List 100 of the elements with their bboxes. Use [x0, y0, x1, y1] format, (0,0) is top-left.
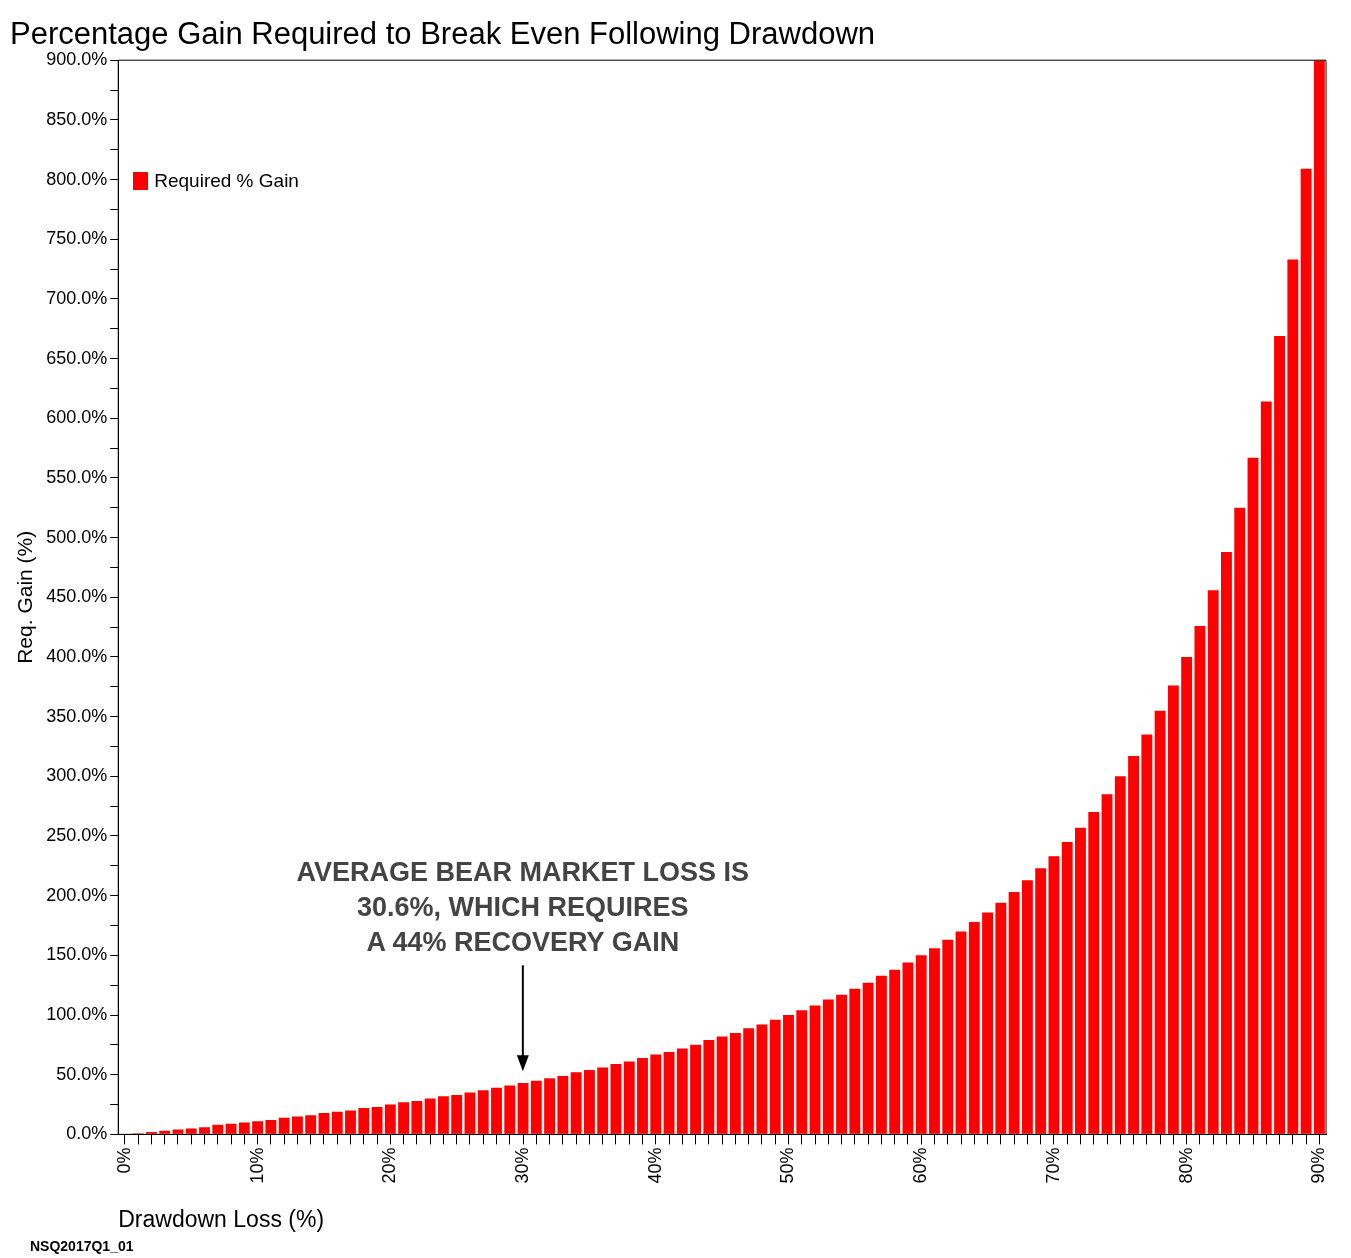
bar [212, 1124, 224, 1134]
bar [278, 1117, 290, 1134]
bar [398, 1102, 410, 1134]
bar [1313, 60, 1325, 1134]
bar [530, 1080, 542, 1134]
bar [729, 1032, 741, 1134]
y-tick-label: 100.0% [46, 1003, 108, 1024]
bar [411, 1100, 423, 1134]
bar [942, 939, 954, 1134]
bar [358, 1108, 370, 1134]
bar [1287, 259, 1299, 1134]
bar [1008, 892, 1020, 1134]
bar [159, 1130, 171, 1134]
bar [703, 1040, 715, 1134]
bar [676, 1048, 688, 1134]
x-tick-label: 40% [644, 1147, 665, 1184]
x-tick-label: 50% [777, 1147, 798, 1184]
y-tick-label: 50.0% [56, 1063, 108, 1084]
bar [1260, 401, 1272, 1134]
y-axis-title: Req. Gain (%) [13, 530, 37, 664]
y-tick-label: 0.0% [66, 1123, 108, 1144]
x-tick-label: 80% [1175, 1147, 1196, 1184]
x-tick-label: 10% [246, 1147, 267, 1184]
y-tick-label: 500.0% [46, 526, 108, 547]
bar [504, 1085, 516, 1134]
bar [1300, 168, 1312, 1134]
bar [1181, 656, 1193, 1134]
bar [849, 988, 861, 1134]
bar [544, 1078, 556, 1134]
bar [1274, 335, 1285, 1134]
bar [783, 1015, 794, 1134]
bar [451, 1094, 463, 1134]
bar [1088, 812, 1100, 1134]
bar [1021, 880, 1033, 1134]
bar [836, 994, 848, 1134]
bar [1101, 794, 1113, 1134]
bar [225, 1123, 237, 1134]
y-tick-label: 250.0% [46, 824, 108, 845]
annotation: AVERAGE BEAR MARKET LOSS IS 30.6%, WHICH REQUIRES A 44% RECOVERY GAIN [296, 857, 750, 958]
bar [1035, 868, 1047, 1134]
y-tick-label: 900.0% [46, 49, 108, 70]
bar [424, 1098, 436, 1134]
x-tick-label: 0% [113, 1147, 134, 1174]
y-tick-label: 650.0% [46, 347, 108, 368]
bar [690, 1044, 702, 1134]
y-tick-label: 550.0% [46, 466, 108, 487]
x-tick-label: 90% [1308, 1147, 1329, 1184]
bar [982, 912, 994, 1134]
bar [623, 1061, 635, 1134]
y-tick-label: 850.0% [46, 108, 108, 129]
y-tick-label: 600.0% [46, 407, 108, 428]
bar [889, 969, 901, 1134]
bar [318, 1112, 330, 1134]
bar [809, 1005, 821, 1134]
bar [902, 962, 914, 1134]
bar [1128, 756, 1139, 1134]
bar [1234, 507, 1246, 1134]
y-tick-label: 150.0% [46, 944, 108, 965]
bar [1167, 685, 1179, 1134]
legend-label: Required % Gain [154, 170, 299, 193]
bar [597, 1067, 609, 1134]
bar [437, 1096, 449, 1134]
bar [650, 1054, 662, 1134]
bar [862, 982, 874, 1134]
bar [1207, 590, 1219, 1134]
bar [743, 1028, 755, 1134]
bar [955, 931, 967, 1134]
y-tick-label: 300.0% [46, 765, 108, 786]
bar [663, 1052, 675, 1134]
x-tick-label: 20% [379, 1147, 400, 1184]
bar [491, 1087, 502, 1134]
bar [265, 1120, 277, 1134]
bar [716, 1036, 728, 1134]
bar [1221, 551, 1232, 1134]
bar [185, 1128, 197, 1134]
y-tick-label: 750.0% [46, 228, 108, 249]
bar [637, 1057, 648, 1134]
bar [345, 1110, 356, 1134]
x-tick-label: 70% [1042, 1147, 1063, 1184]
bar [1141, 734, 1153, 1134]
bar [199, 1127, 210, 1134]
bar [875, 975, 887, 1134]
bar [252, 1121, 264, 1134]
bar [796, 1010, 808, 1134]
bar [305, 1115, 317, 1134]
y-tick-label: 400.0% [46, 645, 108, 666]
bar [769, 1019, 781, 1134]
bar [570, 1072, 582, 1134]
bar [822, 999, 834, 1134]
bar [517, 1083, 529, 1134]
bar [331, 1111, 343, 1134]
text: NSQ2017Q1_01 [30, 1238, 134, 1254]
bar [1194, 625, 1206, 1134]
x-axis-title: Drawdown Loss (%) [118, 1205, 325, 1232]
bar [756, 1024, 768, 1134]
bar [557, 1075, 569, 1134]
bar [1048, 856, 1060, 1134]
y-tick-label: 700.0% [46, 287, 108, 308]
x-tick-label: 60% [910, 1147, 931, 1184]
bar [384, 1104, 396, 1134]
